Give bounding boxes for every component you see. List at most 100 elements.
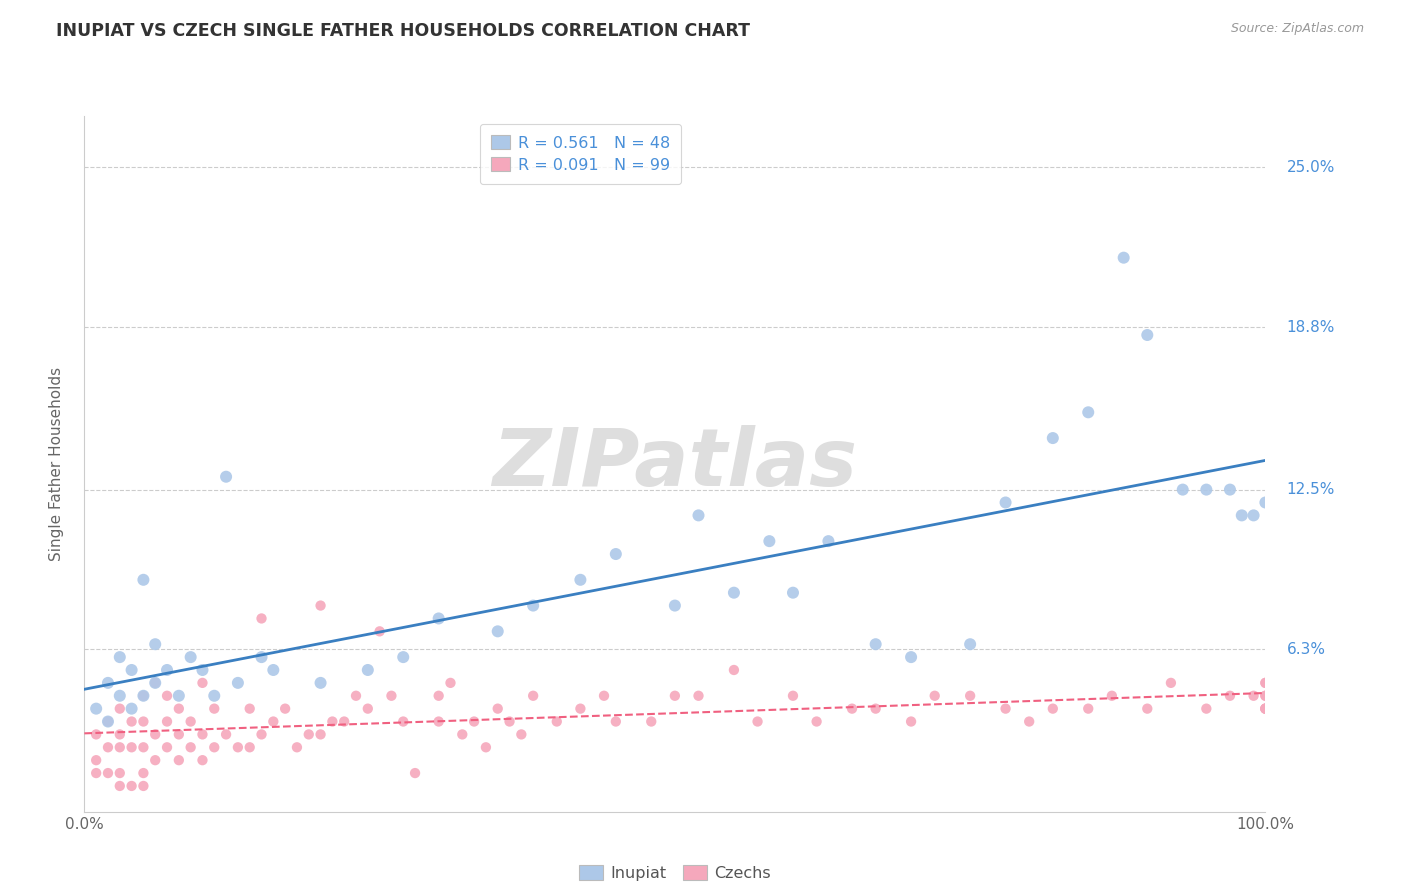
Point [427,689,450,703]
Point [309,599,332,613]
Point [427,714,450,729]
Point [1171,483,1194,497]
Point [167,701,190,715]
Point [486,624,509,639]
Text: ZIPatlas: ZIPatlas [492,425,858,503]
Point [97,714,120,729]
Point [108,650,131,665]
Point [1243,689,1265,703]
Point [723,585,745,599]
Point [865,637,887,651]
Point [132,714,155,729]
Point [97,740,120,755]
Point [333,714,356,729]
Point [132,689,155,703]
Text: 6.3%: 6.3% [1286,642,1326,657]
Point [121,779,143,793]
Point [239,701,262,715]
Point [1254,676,1277,690]
Point [108,779,131,793]
Point [180,714,202,729]
Point [959,689,981,703]
Point [285,740,308,755]
Point [569,573,592,587]
Point [1254,701,1277,715]
Point [357,701,380,715]
Point [143,753,166,767]
Point [1254,689,1277,703]
Point [1077,405,1099,419]
Point [167,689,190,703]
Point [84,753,107,767]
Point [108,727,131,741]
Point [156,740,179,755]
Point [84,701,107,715]
Point [309,727,332,741]
Point [1042,701,1064,715]
Point [640,714,662,729]
Point [357,663,380,677]
Point [226,676,249,690]
Point [167,727,190,741]
Point [865,701,887,715]
Point [191,663,214,677]
Point [108,701,131,715]
Point [309,676,332,690]
Point [664,689,686,703]
Point [1243,508,1265,523]
Point [1254,676,1277,690]
Point [1219,483,1241,497]
Text: 18.8%: 18.8% [1286,319,1334,334]
Point [108,740,131,755]
Point [143,727,166,741]
Point [1219,689,1241,703]
Point [215,727,238,741]
Point [143,676,166,690]
Point [226,740,249,755]
Point [1077,701,1099,715]
Point [143,676,166,690]
Point [817,534,839,549]
Point [1254,701,1277,715]
Point [132,573,155,587]
Point [924,689,946,703]
Point [132,740,155,755]
Point [664,599,686,613]
Point [191,676,214,690]
Point [121,714,143,729]
Point [321,714,343,729]
Point [1136,701,1159,715]
Point [900,650,922,665]
Point [1230,508,1253,523]
Point [994,495,1017,509]
Point [1254,689,1277,703]
Point [121,701,143,715]
Point [758,534,780,549]
Point [569,701,592,715]
Point [782,585,804,599]
Point [463,714,485,729]
Point [959,637,981,651]
Point [510,727,533,741]
Point [688,508,710,523]
Point [427,611,450,625]
Point [250,611,273,625]
Point [522,689,544,703]
Text: INUPIAT VS CZECH SINGLE FATHER HOUSEHOLDS CORRELATION CHART: INUPIAT VS CZECH SINGLE FATHER HOUSEHOLD… [56,22,751,40]
Point [546,714,568,729]
Point [439,676,461,690]
Point [84,766,107,780]
Point [132,779,155,793]
Point [156,663,179,677]
Point [215,469,238,483]
Point [97,714,120,729]
Point [202,740,225,755]
Point [344,689,367,703]
Point [143,637,166,651]
Point [593,689,616,703]
Point [108,689,131,703]
Point [1101,689,1123,703]
Point [368,624,391,639]
Point [84,727,107,741]
Point [121,663,143,677]
